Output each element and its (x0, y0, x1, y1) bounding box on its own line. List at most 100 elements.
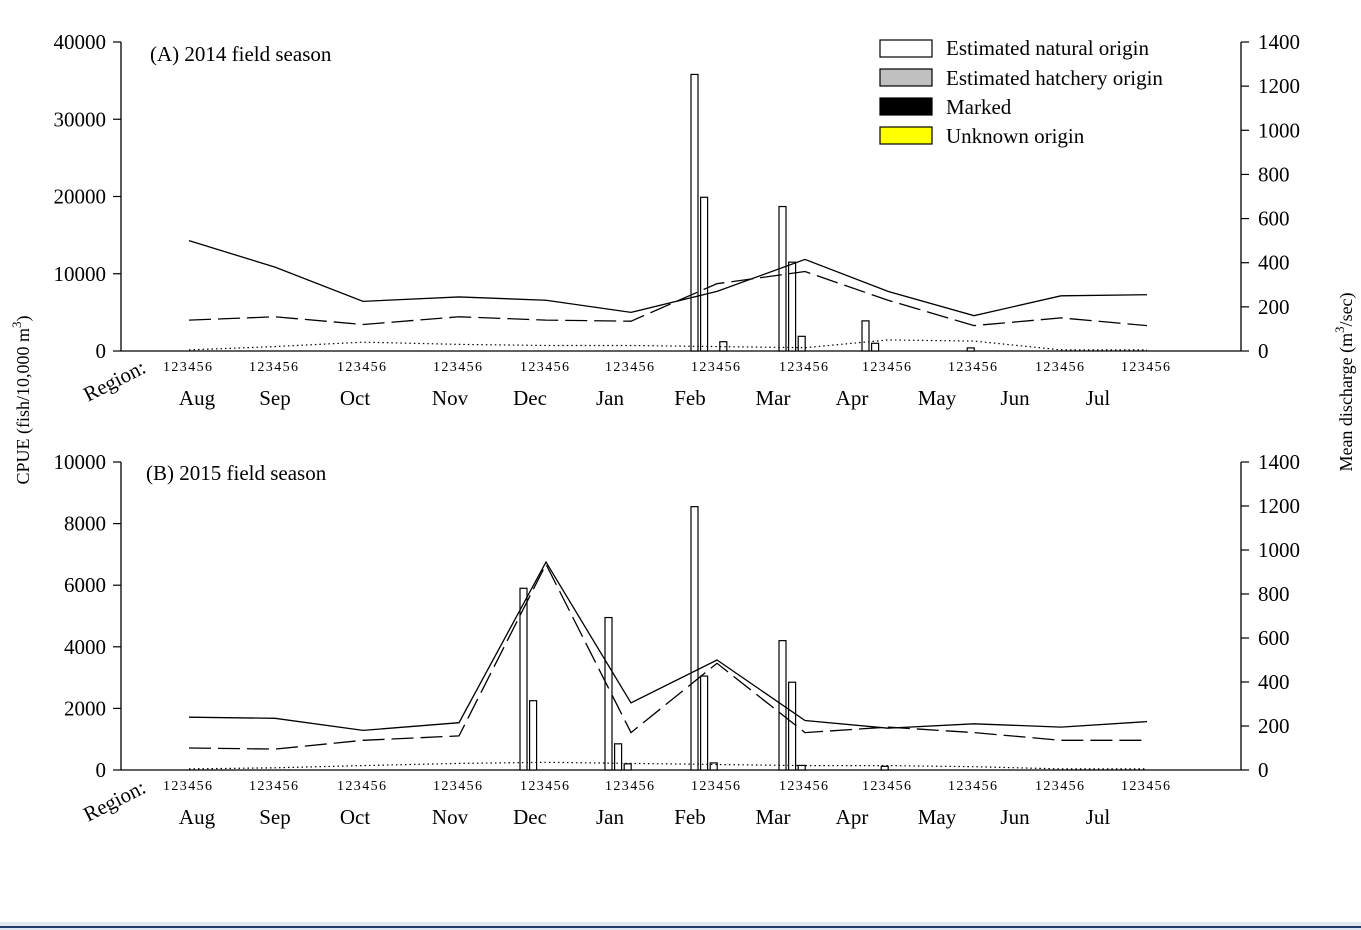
panel-a-month-label: Jun (1000, 386, 1030, 410)
panel-b-left-tick-label: 4000 (64, 635, 106, 659)
panel-b-bar-mar-region-2 (787, 681, 797, 771)
panel-a-region-numbers: 123456 (1121, 360, 1171, 375)
window-bottom-edge (0, 922, 1361, 930)
panel-b-region-numbers: 123456 (163, 779, 213, 794)
panel-a-month-label: Mar (756, 386, 791, 410)
panel-b-bar-dec-region-2 (528, 700, 538, 771)
panel-a-region-numbers: 123456 (691, 360, 741, 375)
panel-b-region-label: Region: (79, 775, 149, 827)
panel-a-month-label: Nov (432, 386, 469, 410)
panel-a-month-label: Sep (259, 386, 291, 410)
panel-a-month-label: Apr (836, 386, 869, 410)
panel-a-month-label: Jan (596, 386, 624, 410)
panel-b-bar-feb-region-2 (699, 675, 709, 771)
legend-swatch-marked (879, 97, 933, 116)
panel-b-bar-apr-region-3 (880, 765, 889, 771)
panel-b-discharge-line-dashed (188, 562, 1147, 750)
panel-b-region-numbers: 123456 (433, 779, 483, 794)
panel-a-right-tick-label: 1400 (1258, 30, 1300, 54)
panel-a-region-numbers: 123456 (1035, 360, 1085, 375)
panel-a-title: (A) 2014 field season (150, 42, 332, 66)
legend-swatch-natural (879, 39, 933, 58)
panel-b-left-tick-label: 6000 (64, 573, 106, 597)
panel-a-month-label: May (918, 386, 957, 410)
legend-label-unknown: Unknown origin (946, 124, 1085, 148)
panel-a-bar-may-region-3 (966, 347, 975, 352)
panel-b-right-tick-label: 800 (1258, 582, 1290, 606)
panel-b-region-numbers: 123456 (862, 779, 912, 794)
panel-b-region-numbers: 123456 (948, 779, 998, 794)
panel-b-month-label: May (918, 805, 957, 829)
panel-a-bar-mar-region-3 (797, 335, 806, 352)
panel-b-right-tick-label: 1400 (1258, 450, 1300, 474)
panel-b-month-label: Oct (340, 805, 370, 829)
panel-b-left-tick-label: 0 (96, 758, 107, 782)
panel-a-month-label: Oct (340, 386, 370, 410)
panel-a-month-label: Aug (179, 386, 216, 410)
panel-a-right-tick-label: 600 (1258, 207, 1290, 231)
panel-b-right-tick-label: 400 (1258, 670, 1290, 694)
panel-a-right-tick-label: 0 (1258, 339, 1269, 363)
panel-b-bar-jan-region-2 (613, 743, 623, 771)
panel-a-discharge-line-dashed (188, 270, 1148, 327)
panel-b-title: (B) 2015 field season (146, 461, 327, 485)
panel-b-month-label: Feb (674, 805, 706, 829)
panel-b-region-numbers: 123456 (1035, 779, 1085, 794)
panel-a-left-tick-label: 30000 (54, 107, 107, 131)
panel-b-right-tick-label: 600 (1258, 626, 1290, 650)
panel-a-month-label: Jul (1086, 386, 1111, 410)
panel-b-month-label: Aug (179, 805, 216, 829)
panel-b-month-label: Jan (596, 805, 624, 829)
panel-b-bar-dec-region-1 (519, 587, 528, 771)
panel-b-right-tick-label: 1200 (1258, 494, 1300, 518)
panel-b-region-numbers: 123456 (1121, 779, 1171, 794)
panel-b-region-numbers: 123456 (605, 779, 655, 794)
left-axis-title: CPUE (fish/10,000 m3) (9, 315, 34, 484)
panel-b: 0 2000 4000 6000 8000 10000 0 200 400 600 800 1000 1… (54, 450, 1301, 829)
panel-b-region-numbers: 123456 (520, 779, 570, 794)
panel-a-month-label: Dec (513, 386, 547, 410)
panel-b-region-numbers: 123456 (337, 779, 387, 794)
panel-b-region-numbers: 123456 (779, 779, 829, 794)
panel-b-bar-jan-region-3 (623, 763, 632, 771)
legend-swatch-unknown (879, 126, 933, 145)
panel-b-right-tick-label: 0 (1258, 758, 1269, 782)
panel-a-region-label: Region: (79, 355, 149, 407)
panel-b-bar-jan-region-1 (604, 616, 613, 771)
panel-a-left-tick-label: 10000 (54, 262, 107, 286)
panel-b-month-label: Dec (513, 805, 547, 829)
panel-a-right-tick-label: 1000 (1258, 118, 1300, 142)
panel-b-bar-feb-region-3 (709, 762, 718, 771)
panel-a-left-tick-label: 20000 (54, 185, 107, 209)
panel-b-left-tick-label: 2000 (64, 696, 106, 720)
panel-b-right-tick-label: 1000 (1258, 538, 1300, 562)
panel-b-month-label: Mar (756, 805, 791, 829)
panel-a-right-tick-label: 1200 (1258, 74, 1300, 98)
panel-a-region-numbers: 123456 (163, 360, 213, 375)
panel-a-bar-feb-region-1 (690, 73, 699, 352)
panel-a-region-numbers: 123456 (433, 360, 483, 375)
panel-a-region-numbers: 123456 (862, 360, 912, 375)
panel-b-month-label: Apr (836, 805, 869, 829)
panel-a-bar-feb-region-2 (699, 196, 709, 352)
legend-label-hatchery: Estimated hatchery origin (946, 66, 1163, 90)
panel-b-bar-feb-region-1 (690, 506, 699, 771)
panel-b-month-label: Sep (259, 805, 291, 829)
panel-a-region-numbers: 123456 (948, 360, 998, 375)
panel-b-region-numbers: 123456 (249, 779, 299, 794)
panel-a: 0 10000 20000 30000 40000 0 200 400 600 800 1000 12… (54, 30, 1301, 410)
panel-a-region-numbers: 123456 (249, 360, 299, 375)
window-accent-line (0, 926, 1361, 928)
panel-b-month-label: Nov (432, 805, 469, 829)
panel-b-left-tick-label: 8000 (64, 512, 106, 536)
panel-b-month-label: Jun (1000, 805, 1030, 829)
panel-a-discharge-line-dotted (188, 339, 1147, 351)
panel-a-region-numbers: 123456 (337, 360, 387, 375)
panel-a-bar-mar-region-1 (778, 205, 787, 352)
right-axis-title: Mean discharge (m3/sec) (1332, 292, 1357, 471)
legend-label-marked: Marked (946, 95, 1012, 119)
panel-a-right-tick-label: 400 (1258, 251, 1290, 275)
panel-a-right-tick-label: 200 (1258, 295, 1290, 319)
panel-a-left-tick-label: 40000 (54, 30, 107, 54)
